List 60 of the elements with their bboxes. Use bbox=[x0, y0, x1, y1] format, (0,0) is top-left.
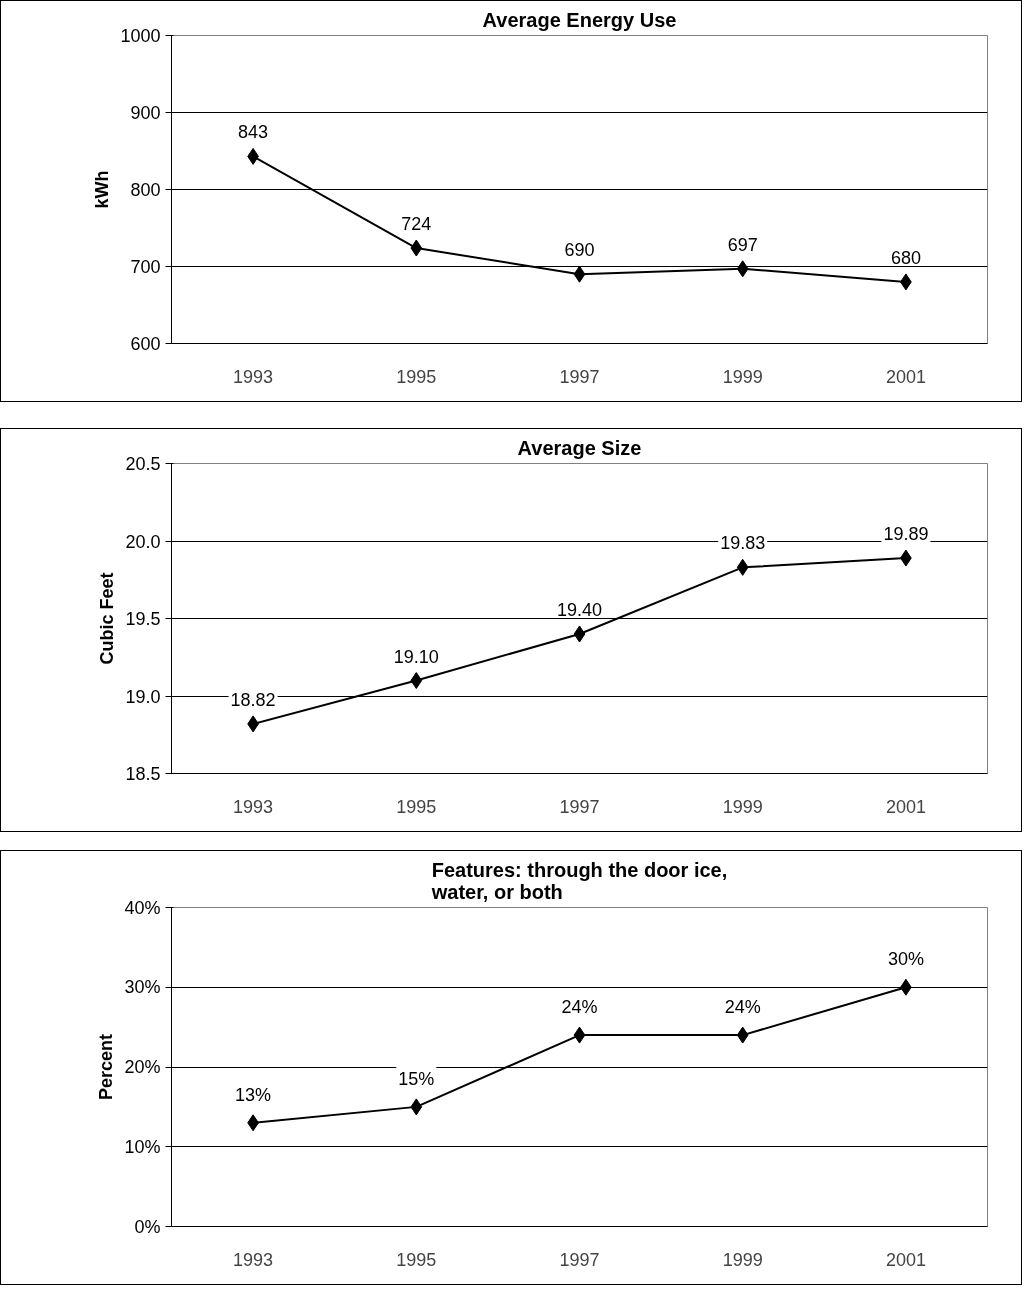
point bbox=[736, 1026, 749, 1044]
y-tick-label: 600 bbox=[130, 334, 161, 354]
x-tick-label: 1993 bbox=[233, 366, 274, 387]
y-tick-label: 40% bbox=[124, 897, 161, 918]
data-label: 19.40 bbox=[556, 600, 603, 620]
point bbox=[736, 558, 749, 576]
point bbox=[410, 1098, 423, 1116]
x-tick-label: 1997 bbox=[559, 1249, 600, 1270]
data-label: 19.10 bbox=[393, 646, 439, 667]
data-label: 15% bbox=[398, 1068, 435, 1089]
y-tick-label: 0% bbox=[134, 1216, 161, 1237]
x-tick-label: 1997 bbox=[559, 796, 600, 817]
y-axis-title: Percent bbox=[96, 1033, 117, 1101]
data-label: 19.83 bbox=[720, 533, 766, 554]
point bbox=[410, 672, 423, 689]
x-tick-label: 1997 bbox=[559, 366, 600, 387]
data-label: 19.89 bbox=[883, 524, 929, 545]
x-tick-label: 1993 bbox=[233, 1249, 274, 1270]
data-label: 13% bbox=[235, 1084, 272, 1105]
chart-title: Average Energy Use bbox=[482, 8, 677, 31]
y-tick-label: 19.5 bbox=[125, 609, 161, 629]
y-tick-label: 30% bbox=[124, 977, 161, 998]
x-tick-label: 2001 bbox=[885, 1249, 926, 1270]
x-tick-label: 1999 bbox=[722, 1249, 763, 1270]
x-tick-label: 1999 bbox=[722, 796, 763, 817]
data-label: 24% bbox=[561, 997, 598, 1018]
data-label: 18.82 bbox=[230, 689, 276, 710]
y-tick-label: 19.0 bbox=[125, 686, 161, 707]
chart-title: Average Size bbox=[517, 436, 642, 459]
x-tick-label: 1995 bbox=[396, 366, 437, 387]
point bbox=[736, 260, 749, 278]
x-tick-label: 1993 bbox=[233, 796, 274, 817]
data-label: 843 bbox=[238, 122, 269, 143]
y-axis-title: Cubic Feet bbox=[97, 572, 118, 665]
x-tick-label: 1995 bbox=[396, 796, 437, 817]
point bbox=[410, 239, 423, 257]
data-label: 680 bbox=[890, 247, 921, 268]
x-tick-label: 2001 bbox=[885, 796, 926, 817]
chart-title: Features: through the door ice, water, or both bbox=[430, 858, 728, 903]
data-label: 724 bbox=[401, 214, 432, 235]
y-axis-title: kWh bbox=[92, 170, 113, 209]
y-tick-label: 1000 bbox=[120, 26, 161, 46]
point bbox=[573, 1026, 586, 1044]
y-tick-label: 18.5 bbox=[125, 764, 161, 784]
data-label: 30% bbox=[887, 949, 924, 970]
y-tick-label: 700 bbox=[130, 257, 161, 277]
y-tick-label: 900 bbox=[130, 103, 161, 123]
x-tick-label: 1995 bbox=[396, 1249, 437, 1270]
data-label: 24% bbox=[724, 997, 761, 1018]
point bbox=[573, 265, 586, 283]
y-tick-label: 10% bbox=[124, 1136, 161, 1157]
data-label: 697 bbox=[727, 234, 758, 255]
y-tick-label: 800 bbox=[130, 180, 161, 200]
y-tick-label: 20.0 bbox=[125, 531, 161, 552]
point bbox=[573, 625, 586, 643]
x-tick-label: 1999 bbox=[722, 366, 763, 387]
data-label: 690 bbox=[564, 240, 595, 261]
y-tick-label: 20.5 bbox=[125, 454, 161, 474]
y-tick-label: 20% bbox=[124, 1057, 161, 1077]
x-tick-label: 2001 bbox=[885, 366, 926, 387]
